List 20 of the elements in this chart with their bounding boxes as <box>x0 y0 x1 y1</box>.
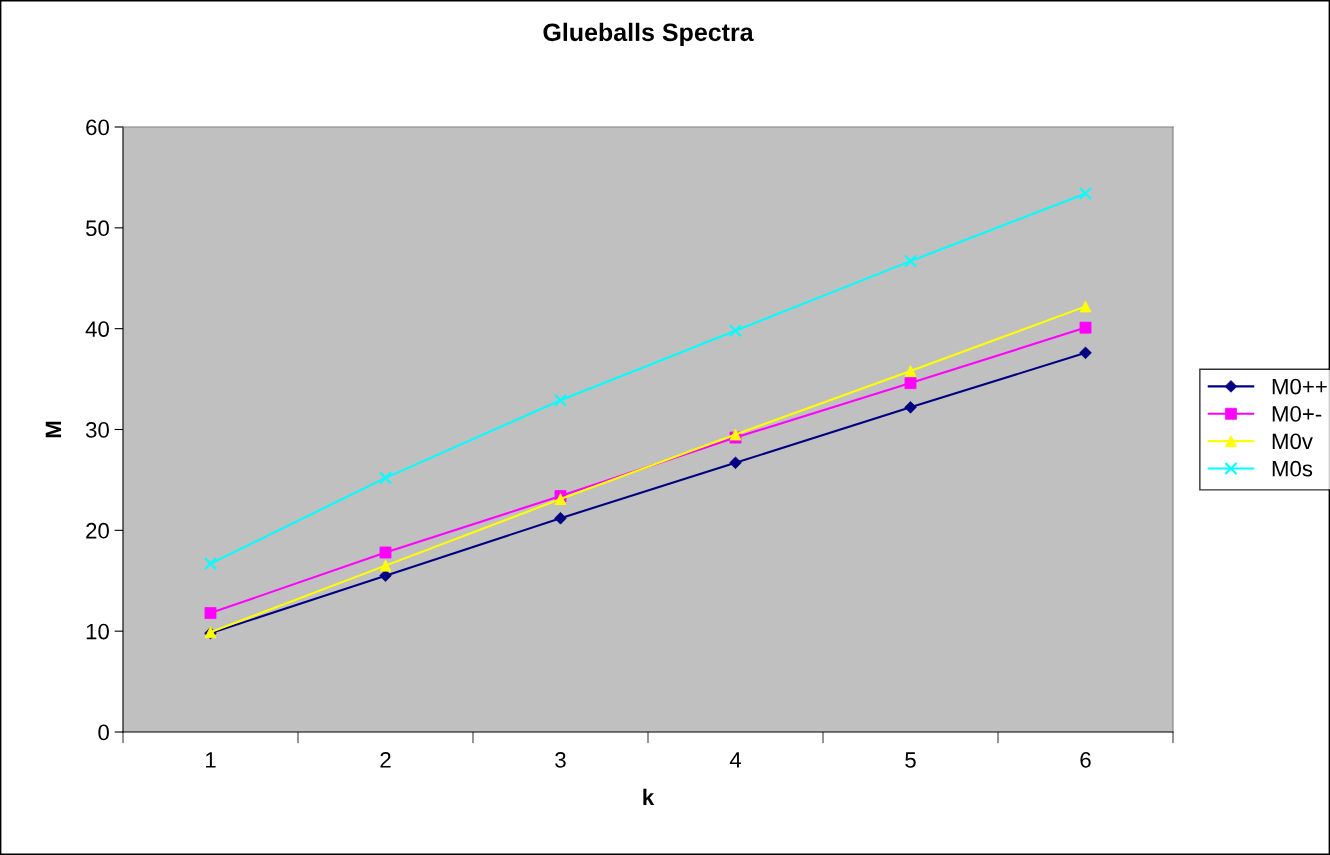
y-tick-label: 40 <box>85 321 109 337</box>
legend-label: M0v <box>1272 433 1313 450</box>
x-tick-label: 5 <box>905 752 916 768</box>
y-tick-label: 60 <box>86 119 109 136</box>
y-tick-label: 10 <box>86 623 109 640</box>
x-tick-label: 1 <box>206 752 216 768</box>
x-tick-label: 3 <box>555 752 566 768</box>
y-tick-label: 50 <box>85 220 109 237</box>
x-tick-label: 2 <box>380 752 391 768</box>
x-tick-label: 6 <box>1080 752 1091 768</box>
y-axis-title: M <box>45 421 62 438</box>
legend-label: M0+- <box>1272 406 1322 422</box>
legend-label: M0++ <box>1272 378 1327 395</box>
y-tick-label: 20 <box>86 522 109 539</box>
legend-label: M0s <box>1272 460 1313 477</box>
y-tick-label: 30 <box>85 422 109 438</box>
chart-title: Glueballs Spectra <box>543 22 754 47</box>
x-axis-title: k <box>643 788 655 805</box>
x-tick-label: 4 <box>729 752 742 768</box>
y-tick-label: 0 <box>98 724 109 741</box>
